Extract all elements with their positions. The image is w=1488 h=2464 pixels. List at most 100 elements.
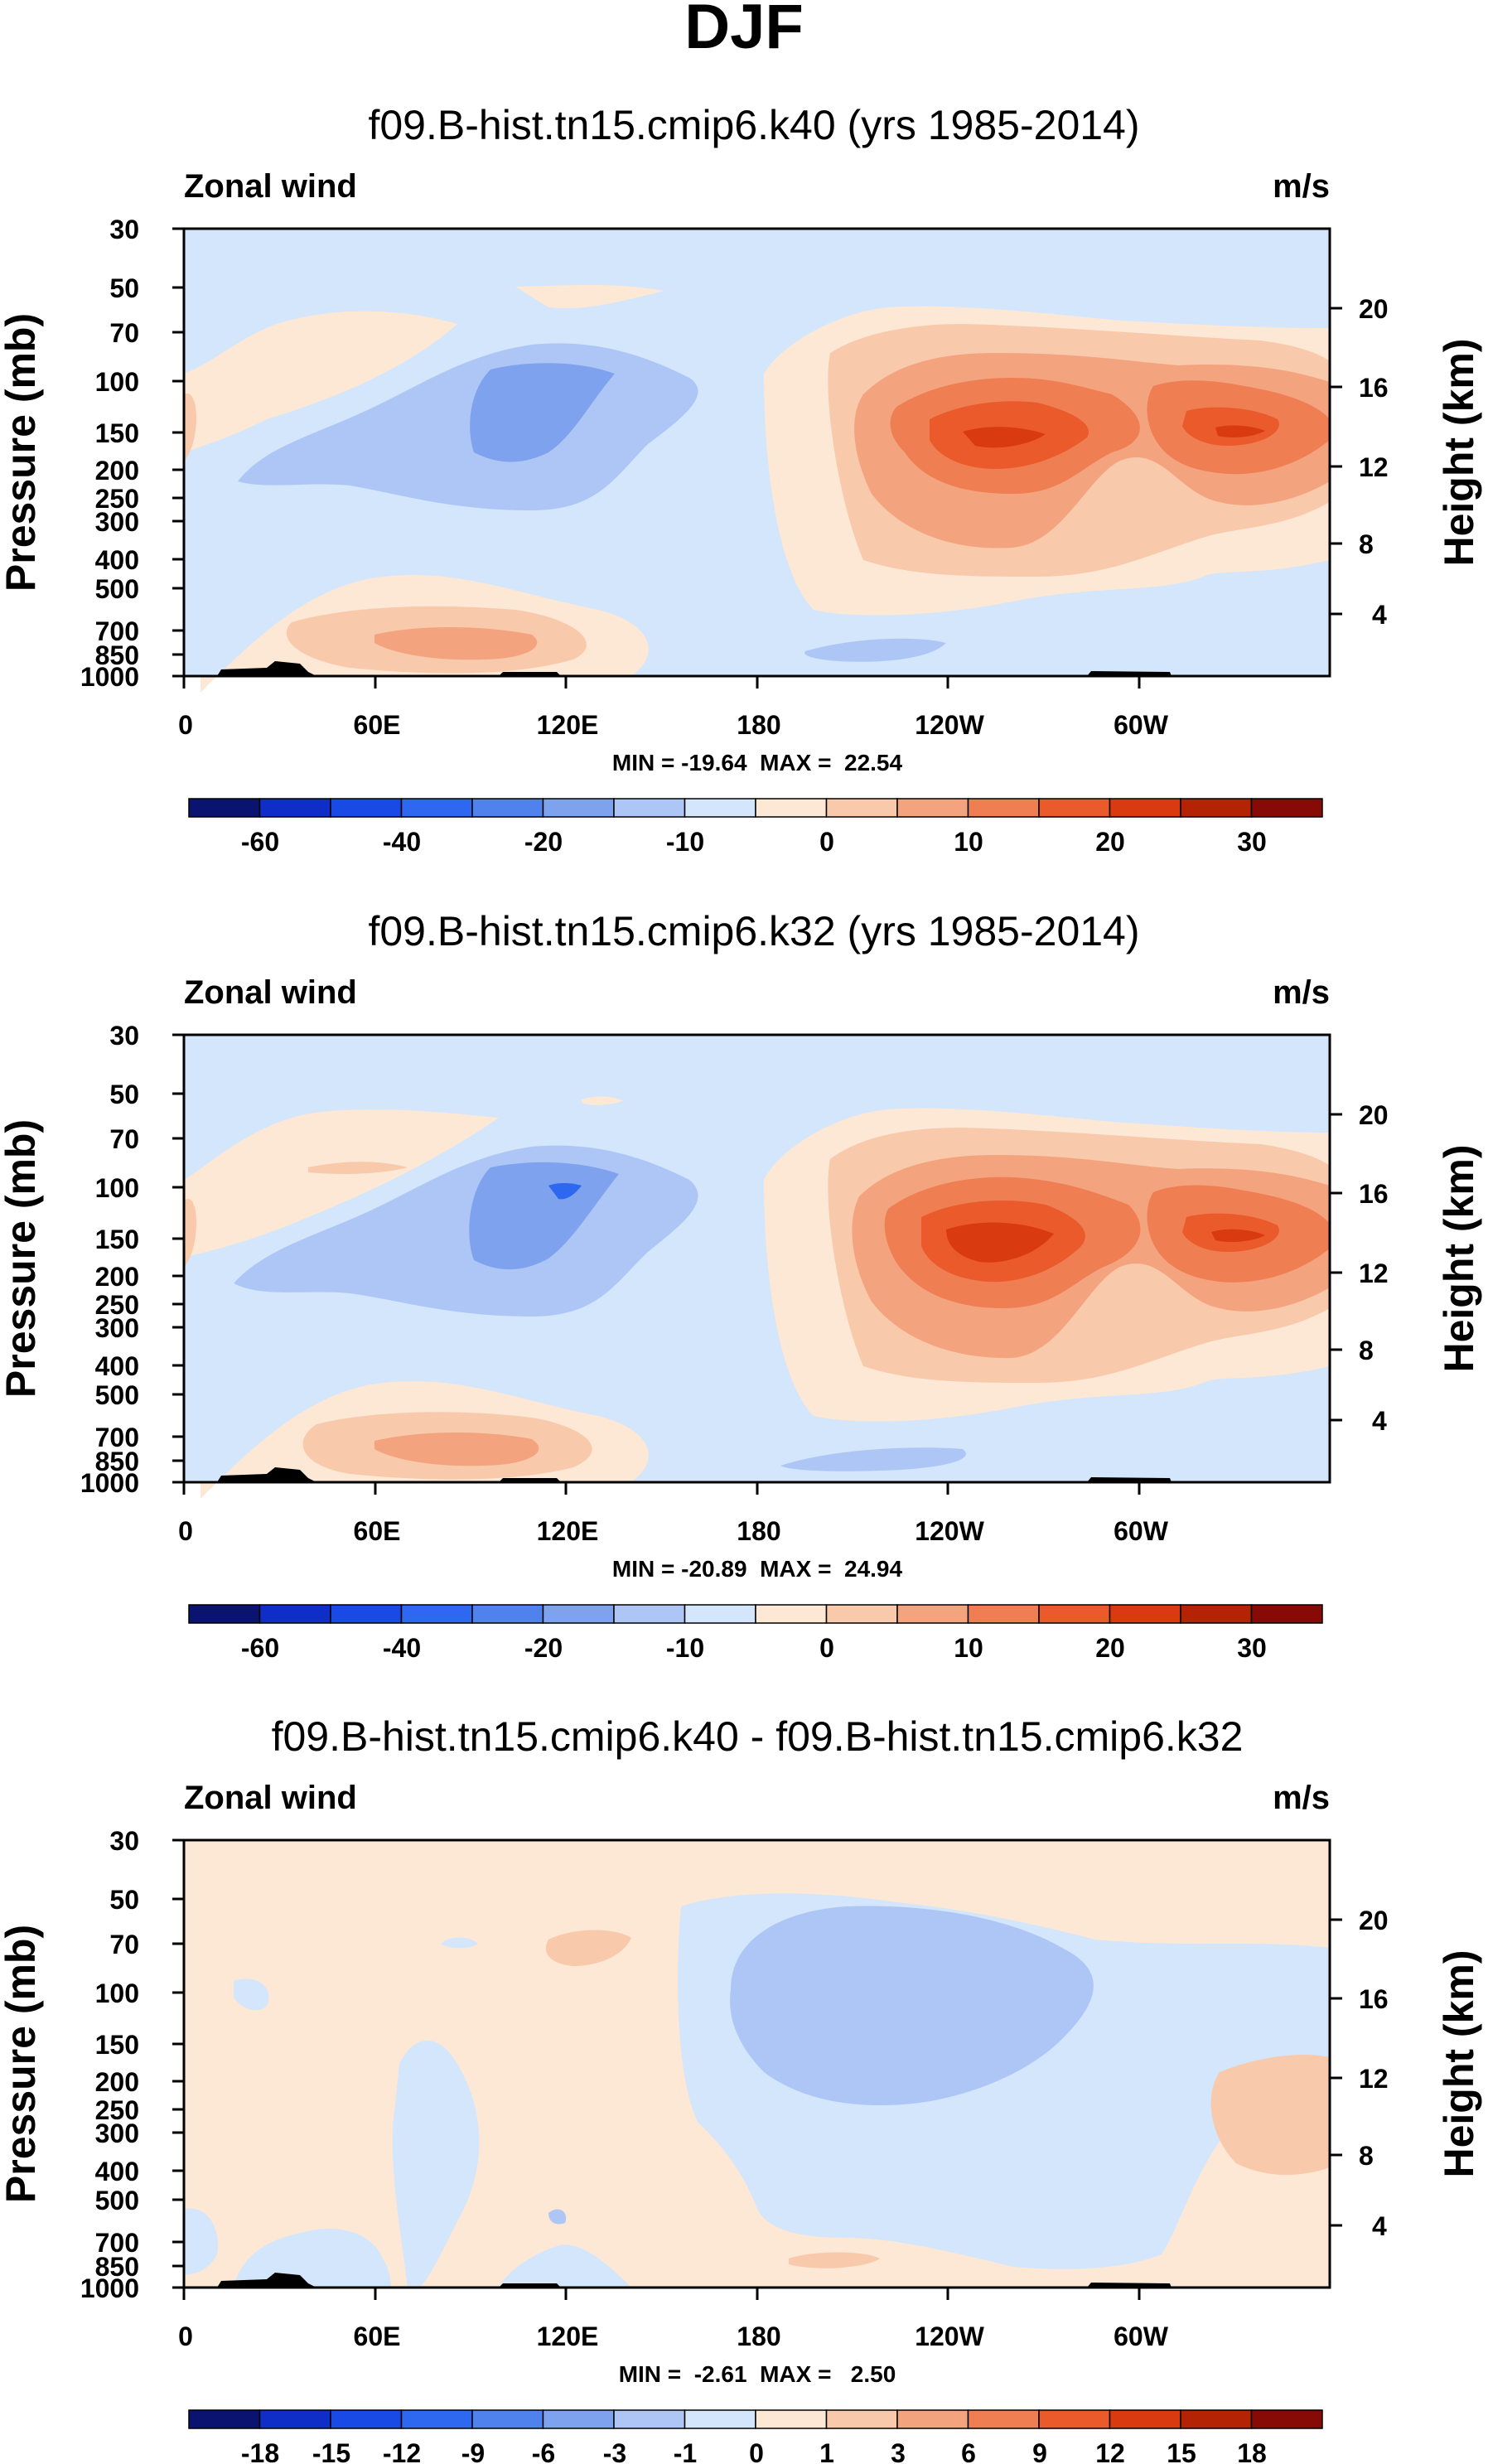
panel-2-ytick-label: 70: [109, 1124, 139, 1154]
panel-2-xtick-label: 120W: [915, 1516, 984, 1546]
panel-1-ytick-label: 850: [95, 640, 139, 670]
panel-1-contour-pos-11: [1215, 425, 1265, 437]
panel-3-ytick-label: 250: [95, 2095, 139, 2125]
panel-2-colorbar-swatch: [684, 1604, 756, 1624]
panel-2-colorbar-swatch: [1109, 1604, 1181, 1624]
panel-3-xtick-label: 120E: [537, 2321, 599, 2351]
panel-2-colorbar-label: -20: [524, 1633, 563, 1663]
panel-2-contour-pos-12: [1211, 1229, 1265, 1242]
panel-3-colorbar-label: 9: [1032, 2438, 1047, 2464]
panel-3-ytick-label: 1000: [80, 2273, 139, 2303]
panel-1-colorbar-label: 30: [1237, 827, 1267, 857]
panel-1-contour-pos-10: [963, 427, 1046, 448]
panel-2-y2tick-label: 12: [1359, 1259, 1389, 1288]
panel-1-contour-neg-3: [804, 638, 946, 662]
panel-2-colorbar-swatch: [613, 1604, 686, 1624]
panel-2-colorbar-label: 30: [1237, 1633, 1267, 1663]
panel-1-ytick-label: 250: [95, 484, 139, 514]
panel-1-colorbar-swatch: [1038, 798, 1111, 818]
panel-1-y2tick-label: 12: [1359, 452, 1389, 482]
panel-3-colorbar-label: 1: [819, 2438, 834, 2464]
panel-3-colorbar-swatch: [542, 2409, 615, 2429]
panel-2-ytick-label: 200: [95, 1262, 139, 1292]
panel-1-colorbar-label: 20: [1095, 827, 1125, 857]
panel-1-colorbar: [188, 798, 1323, 818]
panel-3-colorbar-label: -18: [241, 2438, 279, 2464]
panel-3-units-label: m/s: [1273, 1780, 1330, 1816]
panel-3-colorbar-label: -15: [312, 2438, 350, 2464]
panel-1-xtick-label: 60E: [354, 710, 401, 740]
panel-3-ylabel: Pressure (mb): [0, 1925, 44, 2203]
panel-3-ytick-label: 150: [95, 2030, 139, 2060]
panel-1-colorbar-label: -60: [241, 827, 279, 857]
panel-2-ytick-label: 400: [95, 1351, 139, 1381]
panel-3-orography: [217, 2273, 1172, 2288]
panel-1-colorbar-swatch: [1180, 798, 1253, 818]
panel-1-ytick-label: 1000: [80, 662, 139, 692]
panel-1-colorbar-swatch: [258, 798, 331, 818]
panel-3-colorbar-swatch: [967, 2409, 1040, 2429]
panel-1-ytick-label: 700: [95, 616, 139, 646]
panel-3-ytick-label: 850: [95, 2252, 139, 2282]
panel-2-colorbar-swatch: [471, 1604, 544, 1624]
panel-1-ytick-label: 150: [95, 418, 139, 448]
panel-1-contour-pos-12: [184, 394, 196, 461]
panel-3: f09.B-hist.tn15.cmip6.k40 - f09.B-hist.t…: [0, 1713, 1482, 2464]
panel-2-contour-neg-2: [469, 1162, 619, 1270]
panel-2-units-label: m/s: [1273, 974, 1330, 1011]
panel-1-colorbar-swatch: [613, 798, 686, 818]
panel-2-colorbar: [188, 1604, 1323, 1624]
panel-2-contour-pos-3: [308, 1162, 408, 1174]
panel-3-xtick-label: 60W: [1114, 2321, 1169, 2351]
panel-2-variable-label: Zonal wind: [184, 974, 357, 1011]
figure-title: DJF: [684, 0, 804, 62]
panel-1-contour-neg-2: [470, 363, 615, 462]
panel-2-xtick-label: 120E: [537, 1516, 599, 1546]
panel-3-contour-neg-2: [184, 2208, 218, 2275]
panel-3-colorbar-label: 6: [961, 2438, 976, 2464]
panel-3-colorbar-label: 3: [891, 2438, 906, 2464]
panel-3-colorbar-label: 0: [749, 2438, 764, 2464]
panel-3-contour-pos-2: [1210, 2055, 1330, 2176]
panel-2-contour-pos-16: [374, 1432, 539, 1466]
panel-1-title: f09.B-hist.tn15.cmip6.k40 (yrs 1985-2014…: [368, 102, 1139, 148]
panel-1-y2label: Height (km): [1436, 339, 1482, 567]
panel-2-colorbar-swatch: [1250, 1604, 1323, 1624]
panel-2-contour-pos-1: [184, 1109, 499, 1257]
panel-2-ytick-label: 100: [95, 1173, 139, 1203]
panel-3-ytick-label: 50: [109, 1885, 139, 1915]
panel-3-title: f09.B-hist.tn15.cmip6.k40 - f09.B-hist.t…: [272, 1713, 1244, 1760]
panel-1-y-axis: 30 50 70 100 150 200 250 300 400 500 700…: [0, 215, 184, 692]
panel-2-title: f09.B-hist.tn15.cmip6.k32 (yrs 1985-2014…: [368, 908, 1139, 954]
panel-3-y2tick-label: 4: [1372, 2211, 1387, 2241]
panel-2-y2tick-label: 8: [1359, 1336, 1374, 1365]
panel-3-y2tick-label: 12: [1359, 2064, 1389, 2094]
panel-3-colorbar-swatch: [400, 2409, 473, 2429]
panel-2-colorbar-label: 10: [954, 1633, 983, 1663]
panel-2-contour-pos-11: [946, 1222, 1054, 1263]
panel-1-xtick-label: 120E: [537, 710, 599, 740]
panel-1-xtick-label: 0: [178, 710, 193, 740]
panel-2-xtick-label: 60E: [354, 1516, 401, 1546]
panel-3-contour-neg-8: [730, 1906, 1094, 2106]
panel-2-xtick-label: 0: [178, 1516, 193, 1546]
panel-3-colorbar-swatch: [330, 2409, 403, 2429]
panel-2-colorbar-swatch: [967, 1604, 1040, 1624]
panel-1-ytick-label: 100: [95, 367, 139, 397]
panel-2-colorbar-swatch: [825, 1604, 898, 1624]
panel-3-colorbar-swatch: [684, 2409, 756, 2429]
panel-2-colorbar-label: -40: [383, 1633, 421, 1663]
panel-1-colorbar-swatch: [471, 798, 544, 818]
panel-3-colorbar-swatch: [825, 2409, 898, 2429]
panel-3-colorbar-label: -1: [674, 2438, 697, 2464]
panel-2-colorbar-swatch: [258, 1604, 331, 1624]
panel-2-colorbar-swatch: [542, 1604, 615, 1624]
panel-2-contour-pos-13: [184, 1199, 196, 1267]
panel-1-colorbar-swatch: [896, 798, 969, 818]
panel-1-ylabel: Pressure (mb): [0, 313, 44, 592]
panel-3-colorbar-swatch: [1109, 2409, 1181, 2429]
panel-3-xtick-label: 180: [737, 2321, 780, 2351]
panel-1-y2tick-label: 4: [1372, 600, 1387, 630]
panel-1-colorbar-label: 0: [819, 827, 834, 857]
